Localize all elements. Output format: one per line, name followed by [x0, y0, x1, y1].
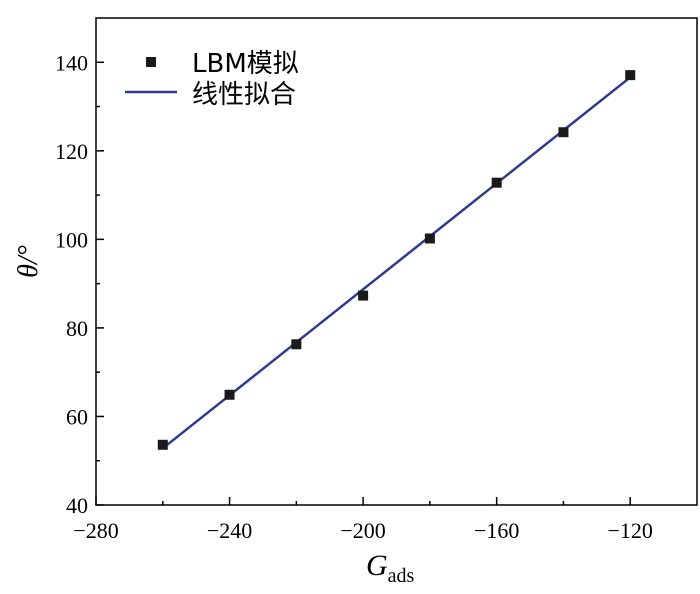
- x-axis-label-main: G: [366, 549, 388, 582]
- legend-label-linear-fit: 线性拟合: [192, 80, 296, 110]
- data-point: [224, 389, 235, 400]
- data-point: [424, 233, 435, 244]
- x-tick-label: −280: [73, 518, 118, 543]
- y-tick-label: 60: [66, 404, 88, 429]
- axis-tick-labels: −280 −240 −200 −160 −120 40 60 80 100 120 140: [55, 50, 653, 543]
- plot-frame: [95, 17, 698, 506]
- legend: LBM模拟 线性拟合: [125, 49, 299, 110]
- x-tick-label: −200: [340, 518, 385, 543]
- x-tick-label: −120: [608, 518, 653, 543]
- data-point: [291, 339, 302, 350]
- legend-marker-lbm: [146, 57, 156, 67]
- data-point: [491, 177, 502, 188]
- fit-line: [162, 76, 631, 450]
- y-tick-label: 80: [66, 316, 88, 341]
- y-tick-label: 100: [55, 227, 88, 252]
- y-axis-label: θ/°: [13, 245, 44, 278]
- y-tick-label: 120: [55, 139, 88, 164]
- axis-ticks: [95, 61, 631, 506]
- y-tick-label: 140: [55, 50, 88, 75]
- x-tick-label: −240: [207, 518, 252, 543]
- data-point: [625, 70, 636, 81]
- x-tick-label: −160: [474, 518, 519, 543]
- data-point: [558, 127, 569, 138]
- series-layer: [157, 70, 636, 450]
- y-tick-label: 40: [66, 493, 88, 518]
- data-point: [358, 290, 369, 301]
- x-axis-label-subscript: ads: [388, 565, 415, 587]
- data-point: [157, 439, 168, 450]
- legend-label-lbm: LBM模拟: [192, 49, 299, 79]
- x-axis-label: Gads: [366, 549, 415, 587]
